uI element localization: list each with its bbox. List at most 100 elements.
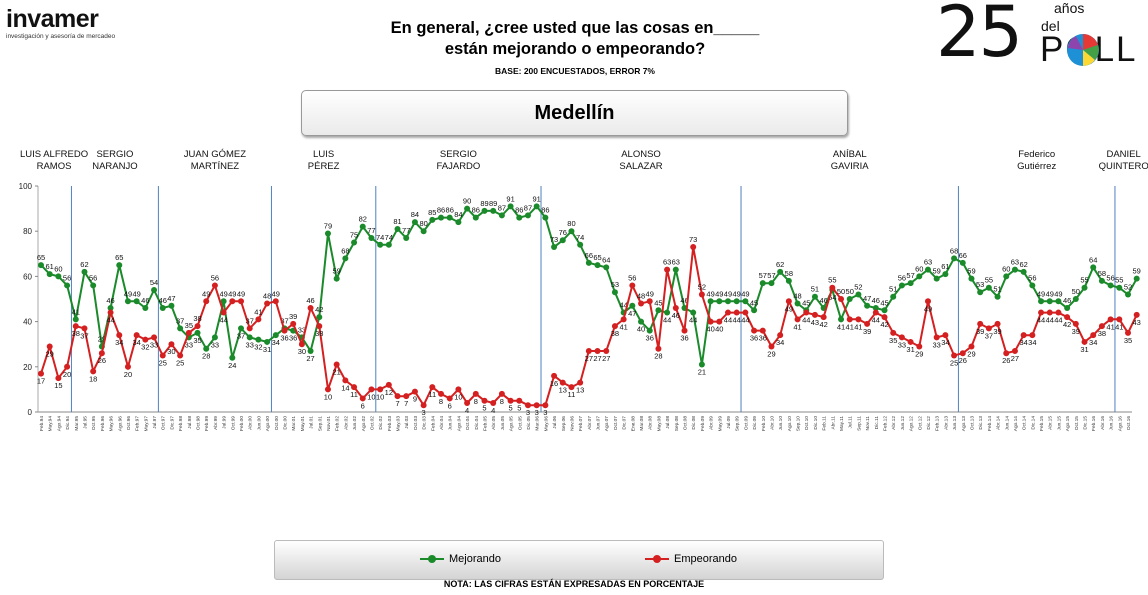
data-point-empeorando: [38, 370, 44, 377]
data-point-empeorando: [377, 386, 384, 393]
period-label: LUIS ALFREDO RAMOS: [20, 149, 88, 172]
data-label: 42: [315, 305, 323, 314]
data-point-empeorando: [1064, 314, 1071, 321]
footnote: NOTA: LAS CIFRAS ESTÁN EXPRESADAS EN POR…: [443, 579, 705, 589]
data-label: 48: [263, 292, 271, 301]
data-label: 41: [854, 322, 862, 331]
data-label: 80: [419, 219, 427, 228]
data-point-mejorando: [307, 347, 314, 354]
x-tick-label: Jul.03: [404, 416, 410, 429]
data-label: 37: [246, 316, 254, 325]
data-label: 68: [341, 246, 349, 255]
data-label: 34: [1019, 338, 1027, 347]
brand-del: del: [1041, 18, 1060, 34]
brand-number: 25: [936, 0, 1023, 73]
data-point-empeorando: [507, 397, 514, 404]
x-tick-label: Jul.08: [665, 416, 671, 429]
data-point-empeorando: [1055, 309, 1062, 316]
x-tick-label: Jul.11: [848, 416, 854, 429]
data-label: 89: [480, 199, 488, 208]
data-label: 31: [263, 345, 271, 354]
data-label: 9: [413, 395, 417, 404]
x-tick-label: Oct.12: [917, 416, 923, 430]
pie-icon: [1067, 34, 1099, 66]
data-label: 30: [167, 347, 175, 356]
data-point-empeorando: [924, 298, 931, 305]
x-tick-label: Jul.09: [726, 416, 732, 429]
data-label: 13: [576, 386, 584, 395]
data-label: 59: [933, 267, 941, 276]
data-point-mejorando: [1029, 282, 1036, 289]
data-label: 16: [550, 379, 558, 388]
data-label: 34: [115, 338, 123, 347]
x-tick-label: Abr.11: [830, 416, 836, 430]
data-label: 64: [602, 255, 610, 264]
data-point-empeorando: [490, 399, 497, 406]
data-point-empeorando: [594, 347, 601, 354]
x-tick-label: May.09: [717, 416, 723, 432]
data-label: 49: [202, 289, 210, 298]
data-point-empeorando: [324, 386, 331, 393]
data-point-mejorando: [203, 345, 210, 352]
data-label: 54: [828, 293, 836, 302]
data-point-mejorando: [246, 334, 253, 341]
data-label: 42: [880, 320, 888, 329]
data-label: 44: [802, 316, 810, 325]
data-point-mejorando: [1133, 275, 1140, 282]
data-point-mejorando: [342, 255, 349, 262]
data-label: 29: [98, 334, 106, 343]
data-point-empeorando: [603, 347, 610, 354]
data-label: 57: [767, 271, 775, 280]
data-label: 62: [80, 260, 88, 269]
data-point-empeorando: [542, 402, 549, 409]
x-tick-label: Oct.95: [91, 416, 97, 430]
x-tick-label: Oct.02: [369, 416, 375, 430]
data-label: 89: [489, 199, 497, 208]
x-tick-label: Abr.16: [1100, 416, 1106, 430]
data-label: 68: [950, 246, 958, 255]
x-tick-label: May.11: [839, 416, 845, 431]
data-point-empeorando: [985, 325, 992, 332]
data-label: 53: [611, 280, 619, 289]
data-point-empeorando: [664, 266, 671, 273]
data-point-mejorando: [794, 300, 801, 307]
invamer-logo: invamer investigación y asesoría de merc…: [6, 6, 126, 46]
data-point-empeorando: [951, 352, 958, 359]
data-point-empeorando: [620, 316, 627, 323]
data-label: 38: [1098, 329, 1106, 338]
period-label: SERGIO NARANJO: [92, 149, 137, 172]
data-label: 13: [559, 386, 567, 395]
data-label: 44: [872, 316, 880, 325]
data-label: 34: [1089, 338, 1097, 347]
data-label: 46: [819, 296, 827, 305]
data-label: 41: [793, 322, 801, 331]
data-point-mejorando: [116, 262, 123, 269]
x-tick-label: May.94: [48, 416, 54, 432]
data-label: 63: [663, 258, 671, 267]
data-point-empeorando: [307, 305, 314, 312]
x-tick-label: Ene.08: [630, 416, 636, 432]
data-label: 6: [448, 401, 452, 410]
data-label: 60: [54, 264, 62, 273]
data-label: 49: [124, 289, 132, 298]
data-point-mejorando: [385, 241, 392, 248]
x-tick-label: Feb.00: [239, 416, 245, 431]
data-label: 33: [211, 340, 219, 349]
data-point-empeorando: [472, 390, 479, 397]
data-label: 44: [689, 316, 697, 325]
x-tick-label: Dic.03: [422, 416, 428, 430]
x-tick-label: Ago.94: [56, 416, 62, 432]
data-label: 60: [915, 264, 923, 273]
data-label: 25: [950, 359, 958, 368]
data-point-empeorando: [368, 386, 375, 393]
data-label: 74: [385, 233, 393, 242]
data-label: 14: [341, 383, 349, 392]
data-point-mejorando: [90, 282, 97, 289]
data-point-mejorando: [785, 277, 792, 284]
data-point-mejorando: [585, 259, 592, 266]
data-label: 91: [506, 194, 514, 203]
data-label: 48: [637, 292, 645, 301]
data-point-empeorando: [533, 402, 540, 409]
data-label: 20: [63, 370, 71, 379]
data-point-mejorando: [255, 336, 262, 343]
